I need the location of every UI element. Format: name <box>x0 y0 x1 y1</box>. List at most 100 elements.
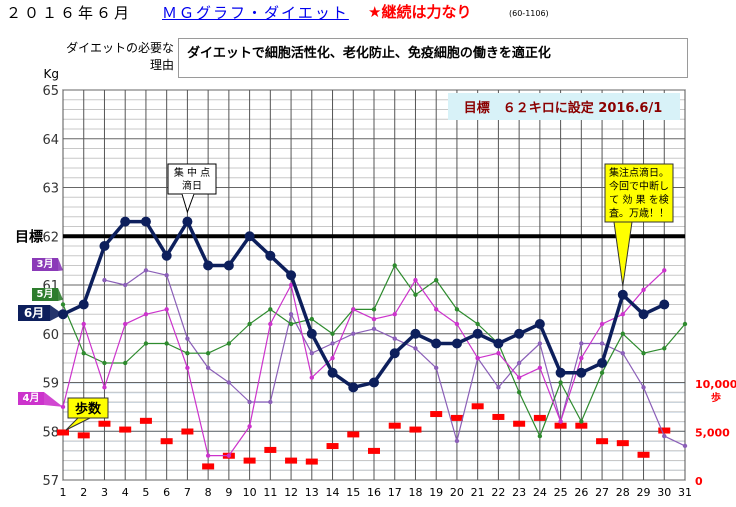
target-label: 目標 <box>15 228 43 245</box>
series-point <box>203 261 213 271</box>
series-point <box>310 351 314 355</box>
month-tag-label: 4月 <box>23 392 40 404</box>
steps-marker <box>244 458 256 464</box>
series-point <box>683 322 687 326</box>
series-point <box>310 375 314 379</box>
series-point <box>600 322 604 326</box>
x-tick-label: 9 <box>225 486 232 499</box>
series-point <box>618 290 628 300</box>
series-point <box>164 341 168 345</box>
series-point <box>247 424 251 428</box>
series-point <box>579 419 583 423</box>
series-point <box>558 380 562 384</box>
series-point <box>538 434 542 438</box>
steps-marker <box>638 452 650 458</box>
steps-marker <box>181 429 193 435</box>
x-tick-label: 30 <box>657 486 671 499</box>
y-tick-label: 64 <box>42 133 59 148</box>
callout-text: 集注点滴日。 <box>609 166 669 179</box>
y-tick-label: 60 <box>42 328 59 343</box>
x-tick-label: 6 <box>163 486 170 499</box>
series-point <box>265 251 275 261</box>
series-point <box>496 385 500 389</box>
series-point <box>517 375 521 379</box>
series-point <box>330 332 334 336</box>
callout-text: 今回で中断し <box>609 180 669 193</box>
series-point <box>268 400 272 404</box>
steps-marker <box>596 438 608 444</box>
series-point <box>455 307 459 311</box>
series-point <box>82 351 86 355</box>
steps-marker <box>472 403 484 409</box>
steps-marker <box>140 418 152 424</box>
series-point <box>227 380 231 384</box>
series-point <box>621 351 625 355</box>
series-point <box>393 263 397 267</box>
series-point <box>434 366 438 370</box>
series-point <box>307 329 317 339</box>
steps-marker <box>264 447 276 453</box>
month-tag-label: 3月 <box>37 258 54 270</box>
y-tick-label: 59 <box>42 377 59 392</box>
steps-tick-label: 5,000 <box>695 427 730 440</box>
series-point <box>600 341 604 345</box>
callout-text: 滴日 <box>182 179 202 192</box>
series-point <box>517 390 521 394</box>
series-point <box>641 351 645 355</box>
series-point <box>393 312 397 316</box>
series-point <box>514 329 524 339</box>
series-point <box>413 278 417 282</box>
series-point <box>144 312 148 316</box>
series-point <box>289 312 293 316</box>
steps-unit: 歩 <box>711 391 721 404</box>
steps-tick-label: 0 <box>695 475 703 488</box>
series-point <box>123 361 127 365</box>
series-point <box>185 366 189 370</box>
steps-marker <box>617 440 629 446</box>
series-point <box>141 217 151 227</box>
x-tick-label: 25 <box>554 486 568 499</box>
series-point <box>473 329 483 339</box>
series-point <box>641 385 645 389</box>
steps-marker <box>658 428 670 434</box>
series-point <box>164 307 168 311</box>
series-point <box>413 293 417 297</box>
month-tag-pointer <box>58 258 63 271</box>
series-point <box>535 319 545 329</box>
x-tick-label: 23 <box>512 486 526 499</box>
series-point <box>310 317 314 321</box>
series-point <box>123 283 127 287</box>
series-point <box>162 251 172 261</box>
x-tick-label: 26 <box>574 486 588 499</box>
series-point <box>120 217 130 227</box>
x-tick-label: 19 <box>429 486 443 499</box>
series-point <box>455 439 459 443</box>
series-point <box>330 356 334 360</box>
x-tick-label: 21 <box>471 486 485 499</box>
series-point <box>102 278 106 282</box>
x-tick-label: 11 <box>263 486 277 499</box>
steps-marker <box>57 429 69 435</box>
series-point <box>182 217 192 227</box>
series-point <box>372 317 376 321</box>
series-point <box>289 322 293 326</box>
x-tick-label: 8 <box>205 486 212 499</box>
steps-label: 歩数 <box>75 401 102 417</box>
x-tick-label: 1 <box>60 486 67 499</box>
callout-text: て 効 果 を検 <box>609 193 669 206</box>
series-point <box>639 309 649 319</box>
series-point <box>245 231 255 241</box>
x-tick-label: 22 <box>491 486 505 499</box>
series-point <box>372 327 376 331</box>
series-point <box>351 307 355 311</box>
series-point <box>597 358 607 368</box>
series-point <box>431 339 441 349</box>
series-point <box>434 278 438 282</box>
steps-marker <box>534 415 546 421</box>
series-point <box>538 366 542 370</box>
x-tick-label: 10 <box>243 486 257 499</box>
series-point <box>247 322 251 326</box>
x-tick-label: 13 <box>305 486 319 499</box>
series-point <box>434 307 438 311</box>
series-point <box>662 268 666 272</box>
